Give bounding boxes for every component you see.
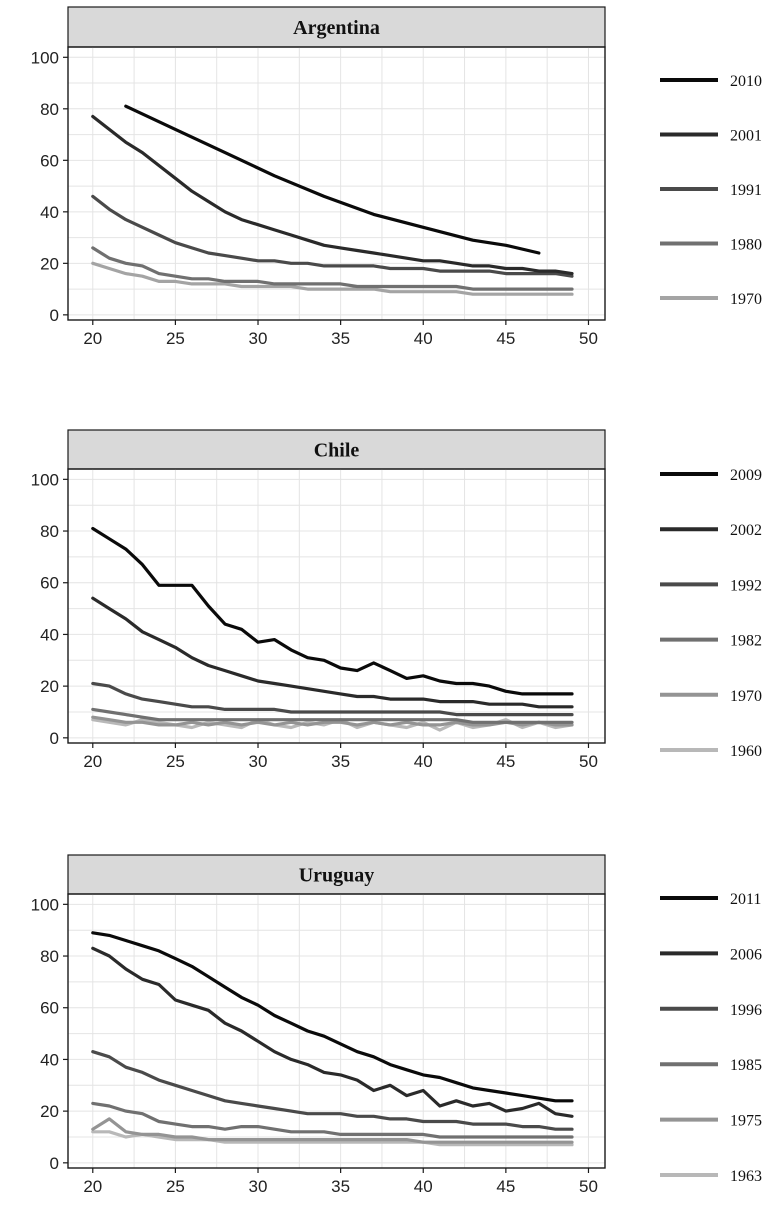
legend-label-2006: 2006 (730, 946, 762, 963)
series-line-2006 (91, 946, 574, 1118)
panel-chile: Chile 20 25 30 35 40 45 50 0 20 40 60 80 100 2009 2002 1… (31, 429, 762, 771)
x-tick-label: 40 (414, 1177, 433, 1196)
x-tick-label: 25 (166, 1177, 185, 1196)
y-tick-label: 40 (40, 1050, 59, 1069)
legend-label-2002: 2002 (730, 522, 762, 539)
series-line-1963 (91, 1130, 574, 1147)
x-tick-label: 50 (579, 329, 598, 348)
y-tick-label: 40 (40, 203, 59, 222)
series-line-1996 (91, 1050, 574, 1131)
series-line-1992 (91, 681, 574, 717)
legend-label-1970: 1970 (730, 688, 762, 705)
legend-label-2011: 2011 (730, 891, 761, 908)
panel-strip (67, 6, 606, 48)
series-line-2001 (91, 114, 574, 276)
y-tick-label: 20 (40, 1102, 59, 1121)
legend-label-1982: 1982 (730, 633, 762, 650)
plot-border (67, 46, 606, 321)
y-tick-label: 60 (40, 999, 59, 1018)
y-tick-label: 0 (50, 1154, 59, 1173)
legend-label-1980: 1980 (730, 237, 762, 254)
panel-strip (67, 429, 606, 470)
x-tick-label: 25 (166, 329, 185, 348)
x-tick-label: 40 (414, 329, 433, 348)
x-tick-label: 35 (331, 329, 350, 348)
x-tick-label: 50 (579, 1177, 598, 1196)
y-tick-label: 100 (31, 48, 59, 67)
legend-label-1970: 1970 (730, 291, 762, 308)
x-tick-label: 35 (331, 1177, 350, 1196)
y-tick-label: 60 (40, 574, 59, 593)
y-tick-label: 80 (40, 947, 59, 966)
x-tick-label: 20 (83, 329, 102, 348)
y-tick-label: 100 (31, 470, 59, 489)
x-tick-label: 50 (579, 752, 598, 771)
legend-label-1985: 1985 (730, 1057, 762, 1074)
series-line-1980 (91, 246, 574, 291)
x-tick-label: 20 (83, 1177, 102, 1196)
x-tick-label: 30 (249, 329, 268, 348)
panel-title: Chile (314, 440, 360, 462)
y-tick-label: 80 (40, 100, 59, 119)
y-tick-label: 20 (40, 677, 59, 696)
x-tick-label: 25 (166, 752, 185, 771)
legend: 2010 2001 1991 1980 1970 (660, 73, 762, 308)
plot-border (67, 893, 606, 1169)
x-tick-label: 45 (496, 1177, 515, 1196)
series-line-2009 (91, 526, 574, 696)
legend-label-1963: 1963 (730, 1168, 762, 1185)
legend-label-1960: 1960 (730, 743, 762, 760)
x-tick-label: 20 (83, 752, 102, 771)
panel-strip (67, 854, 606, 895)
legend-label-1991: 1991 (730, 182, 762, 199)
y-tick-label: 20 (40, 254, 59, 273)
y-tick-label: 0 (50, 729, 59, 748)
x-tick-label: 35 (331, 752, 350, 771)
series-line-2011 (91, 931, 574, 1103)
x-tick-label: 45 (496, 329, 515, 348)
series-line-1991 (91, 194, 574, 278)
legend-label-1992: 1992 (730, 577, 762, 594)
plot-border (67, 468, 606, 744)
x-tick-label: 45 (496, 752, 515, 771)
series-line-2010 (124, 104, 541, 255)
legend-label-2010: 2010 (730, 73, 762, 90)
series-line-1970 (91, 715, 574, 727)
x-tick-label: 30 (249, 1177, 268, 1196)
panel-uruguay: Uruguay 20 25 30 35 40 45 50 0 20 40 60 80 100 2011 200… (31, 854, 762, 1196)
series-line-1982 (91, 707, 574, 724)
panel-title: Uruguay (299, 865, 375, 887)
series-line-1985 (91, 1101, 574, 1139)
series-line-1975 (91, 1117, 574, 1144)
y-tick-label: 80 (40, 522, 59, 541)
legend-label-2001: 2001 (730, 128, 762, 145)
series-line-2002 (91, 596, 574, 709)
legend-label-1996: 1996 (730, 1002, 762, 1019)
series-line-1970 (91, 261, 574, 296)
y-tick-label: 0 (50, 306, 59, 325)
panel-title: Argentina (293, 17, 380, 39)
y-tick-label: 60 (40, 151, 59, 170)
y-tick-label: 40 (40, 625, 59, 644)
x-tick-label: 40 (414, 752, 433, 771)
legend-label-1975: 1975 (730, 1113, 762, 1130)
y-tick-label: 100 (31, 895, 59, 914)
legend: 2011 2006 1996 1985 1975 1963 (660, 891, 762, 1185)
legend-label-2009: 2009 (730, 467, 762, 484)
legend: 2009 2002 1992 1982 1970 1960 (660, 467, 762, 760)
x-tick-label: 30 (249, 752, 268, 771)
